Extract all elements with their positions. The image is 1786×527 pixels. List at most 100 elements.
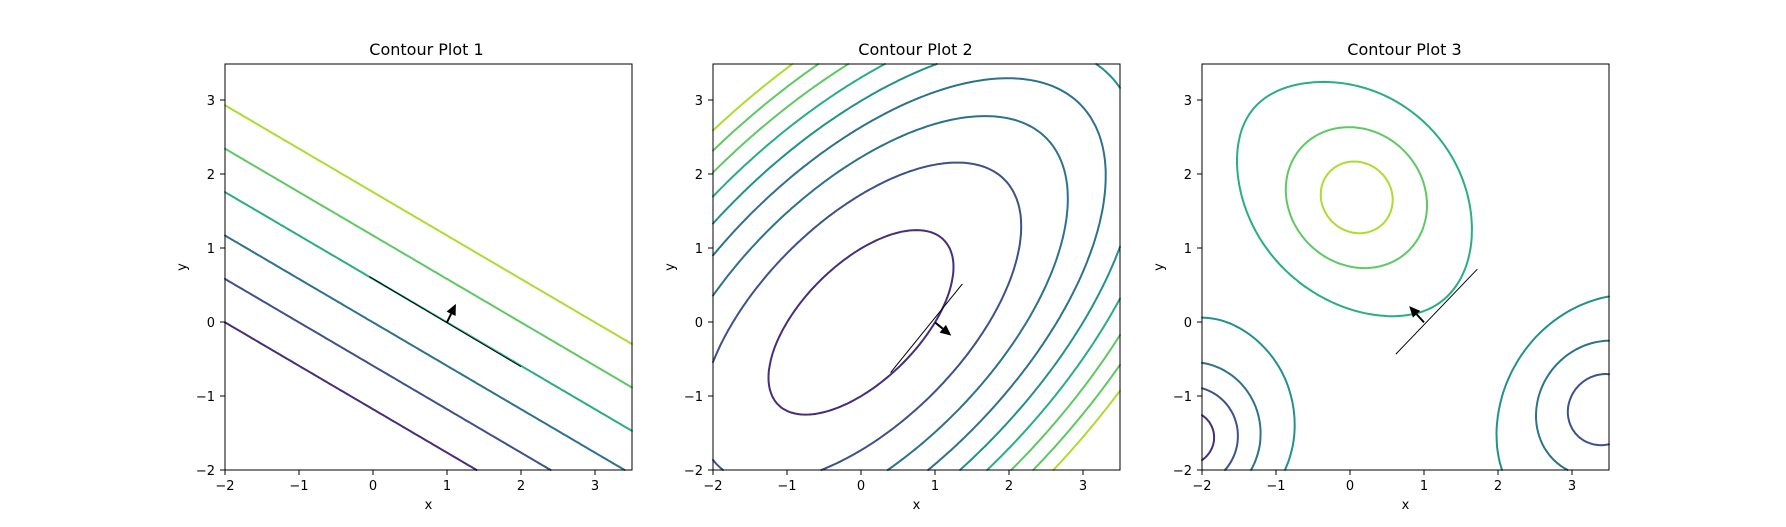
y-tick-label: −1: [1173, 390, 1192, 405]
y-tick-label: −2: [684, 464, 703, 479]
x-tick: 3: [591, 470, 599, 494]
contour-line: [224, 234, 626, 471]
y-tick-label: 0: [207, 316, 215, 331]
x-tick: −1: [777, 470, 797, 494]
axes-frame: [1201, 63, 1610, 471]
y-tick: −1: [1173, 390, 1202, 405]
y-tick: 3: [695, 94, 713, 109]
x-tick: 3: [1079, 470, 1087, 494]
x-tick-label: 3: [1079, 479, 1087, 494]
y-tick-label: −2: [196, 464, 215, 479]
y-tick-label: 0: [695, 316, 703, 331]
contour-line: [1201, 339, 1610, 471]
y-axis-label: y: [663, 263, 678, 271]
x-tick: −1: [1266, 470, 1286, 494]
x-tick-label: 1: [931, 479, 939, 494]
contour-lines: [712, 63, 1121, 471]
x-tick-label: −2: [1192, 479, 1211, 494]
axes-frame: [712, 63, 1121, 471]
gradient-arrow-shaft: [934, 321, 944, 330]
contour-line: [1319, 160, 1394, 235]
contour-plot-2: Contour Plot 2 −2 −1 0 1 2 3 −2 −1 0 1 2…: [663, 40, 1121, 513]
y-axis-label: y: [175, 263, 190, 271]
x-tick: 2: [517, 470, 525, 494]
x-tick-label: 3: [591, 479, 599, 494]
vector-marks: [369, 276, 522, 368]
x-axis-label: x: [1402, 498, 1410, 513]
axes-frame: [224, 63, 633, 471]
contour-line: [712, 161, 1023, 471]
x-tick: 1: [1420, 470, 1428, 494]
y-tick: 0: [695, 316, 713, 331]
y-tick: 2: [1184, 168, 1202, 183]
contour-line: [712, 77, 1107, 471]
x-axis-ticks: −2 −1 0 1 2 3: [703, 470, 1087, 494]
y-tick-label: 3: [1184, 94, 1192, 109]
y-axis-ticks: −2 −1 0 1 2 3: [1173, 94, 1202, 479]
x-tick-label: 0: [369, 479, 377, 494]
plot-title: Contour Plot 1: [369, 40, 483, 59]
x-tick-label: 1: [443, 479, 451, 494]
y-axis-ticks: −2 −1 0 1 2 3: [684, 94, 713, 479]
x-tick: 2: [1494, 470, 1502, 494]
y-axis-label: y: [1152, 263, 1167, 271]
x-tick-label: −1: [1266, 479, 1285, 494]
contour-line: [767, 229, 955, 416]
x-tick: 2: [1005, 470, 1013, 494]
x-tick: 0: [857, 470, 865, 494]
x-tick: 3: [1568, 470, 1576, 494]
gradient-arrow-head: [446, 303, 456, 316]
contour-line: [712, 63, 1121, 471]
x-tick-label: 2: [517, 479, 525, 494]
contour-line: [712, 63, 1121, 471]
y-tick-label: 2: [695, 168, 703, 183]
y-tick: −1: [196, 390, 225, 405]
x-tick: 1: [443, 470, 451, 494]
y-tick-label: 0: [1184, 316, 1192, 331]
x-tick: −2: [215, 470, 235, 494]
plot-title: Contour Plot 2: [858, 40, 972, 59]
x-tick: 1: [931, 470, 939, 494]
x-tick-label: 2: [1005, 479, 1013, 494]
y-tick-label: 1: [695, 242, 703, 257]
contour-line: [224, 321, 478, 471]
y-tick: −2: [1173, 464, 1202, 479]
contour-line: [1201, 373, 1610, 471]
y-tick-label: 3: [207, 94, 215, 109]
x-tick: −1: [289, 470, 309, 494]
y-tick-label: 1: [207, 242, 215, 257]
y-tick: 1: [1184, 242, 1202, 257]
x-tick-label: −1: [777, 479, 796, 494]
x-tick-label: −2: [215, 479, 234, 494]
vector-marks: [1395, 268, 1478, 355]
contour-line: [1201, 295, 1610, 471]
contour-line: [712, 63, 1121, 471]
gradient-arrow-head: [939, 324, 952, 336]
contour-line: [712, 115, 1069, 471]
vector-marks: [890, 283, 963, 373]
x-axis-ticks: −2 −1 0 1 2 3: [1192, 470, 1576, 494]
contour-plot-1: Contour Plot 1 −2 −1 0 1 2 3 −2 −1 0 1 2…: [175, 40, 633, 513]
x-tick-label: 1: [1420, 479, 1428, 494]
y-tick: 3: [1184, 94, 1202, 109]
x-tick-label: 0: [1346, 479, 1354, 494]
x-tick: −2: [703, 470, 723, 494]
plot-title: Contour Plot 3: [1347, 40, 1461, 59]
x-tick: −2: [1192, 470, 1212, 494]
y-tick-label: 2: [207, 168, 215, 183]
y-tick-label: −1: [196, 390, 215, 405]
contour-line: [224, 147, 633, 389]
x-tick: 0: [1346, 470, 1354, 494]
x-tick-label: −1: [289, 479, 308, 494]
y-tick: 2: [207, 168, 225, 183]
y-tick-label: 2: [1184, 168, 1192, 183]
contour-line: [224, 277, 552, 471]
y-tick: −2: [196, 464, 225, 479]
y-tick: 1: [695, 242, 713, 257]
contour-line: [1201, 414, 1216, 462]
y-tick: 3: [207, 94, 225, 109]
y-tick-label: 1: [1184, 242, 1192, 257]
contour-line: [1284, 126, 1428, 270]
